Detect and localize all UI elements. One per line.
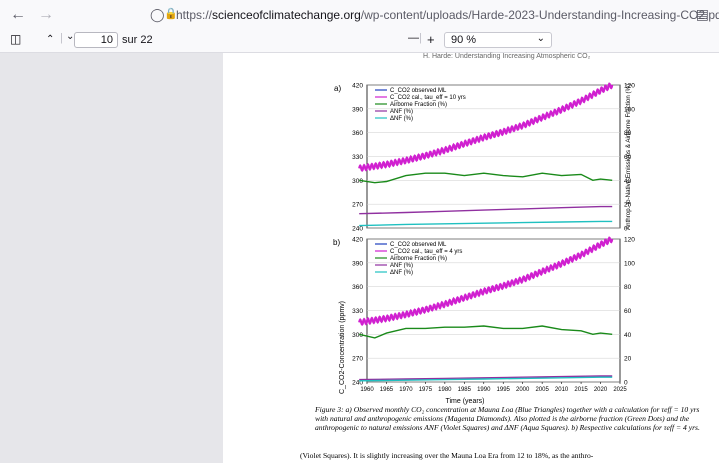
url-prefix: https:// <box>176 8 213 22</box>
y-tick-right: 0 <box>624 226 628 233</box>
series-line <box>359 376 613 382</box>
y-tick-right: 100 <box>624 260 635 267</box>
y-tick-right: 120 <box>624 83 635 90</box>
y-tick-right: 20 <box>624 202 632 209</box>
x-tick-label: 1965 <box>380 387 394 393</box>
browser-toolbar: ← → ◯ 🔒 https://scienceofclimatechange.o… <box>0 0 719 31</box>
y-axis-left-title-a: C_CO2-Concentration (ppmv) <box>339 301 346 394</box>
pdf-toolbar: ◫ ⌃ | ⌄ 10 sur 22 — | + 90 % ⌄ <box>0 30 719 53</box>
y-tick-left: 240 <box>352 380 363 387</box>
page-total-label: sur 22 <box>122 34 153 46</box>
toolbar-separator: | <box>60 32 63 44</box>
y-tick-right: 80 <box>624 284 632 291</box>
x-tick-label: 2020 <box>594 387 608 393</box>
x-tick-label: 1990 <box>477 387 491 393</box>
series-line <box>358 236 614 327</box>
legend-label: C_CO2 cal., tau_eff = 10 yrs <box>390 95 466 101</box>
reader-view-icon[interactable]: ▤ <box>695 6 709 22</box>
x-tick-label: 2005 <box>535 387 549 393</box>
x-tick-label: 1975 <box>419 387 433 393</box>
y-tick-right: 120 <box>624 237 635 244</box>
panel-b-label: b) <box>333 238 340 247</box>
x-tick-label: 2000 <box>516 387 530 393</box>
series-line <box>359 205 613 215</box>
y-axis-right-title-a: Anthrop.-to-Native Emissions & Airborne … <box>625 84 632 230</box>
legend-label: ΔNF (%) <box>390 116 413 122</box>
x-tick-label: 2010 <box>555 387 569 393</box>
x-tick-label: 1970 <box>399 387 413 393</box>
y-tick-left: 240 <box>352 226 363 233</box>
legend-label: ANF (%) <box>390 109 413 115</box>
legend-label: ΔNF (%) <box>390 270 413 276</box>
previous-page-icon[interactable]: ⌃ <box>46 34 55 45</box>
legend-label: Airborne Fraction (%) <box>390 102 447 108</box>
forward-arrow-icon[interactable]: → <box>38 6 54 23</box>
shield-icon[interactable]: ◯ <box>150 7 165 22</box>
y-tick-right: 0 <box>624 380 628 387</box>
y-tick-left: 390 <box>352 260 363 267</box>
running-head: H. Harde: Understanding Increasing Atmos… <box>423 53 591 60</box>
figure-caption: Figure 3: a) Observed monthly CO₂ concen… <box>315 405 700 432</box>
panel-a-label: a) <box>334 84 341 93</box>
y-tick-left: 360 <box>352 130 363 137</box>
series-line <box>358 82 614 173</box>
url-text[interactable]: https://scienceofclimatechange.org/wp-co… <box>176 8 719 22</box>
legend-label: C_CO2 observed ML <box>390 242 447 248</box>
url-domain: scienceofclimatechange.org <box>212 8 361 22</box>
y-tick-left: 330 <box>352 154 363 161</box>
pdf-page <box>223 53 719 463</box>
y-tick-right: 100 <box>624 106 635 113</box>
y-tick-right: 20 <box>624 356 632 363</box>
zoom-value: 90 % <box>451 34 477 46</box>
x-tick-label: 2015 <box>574 387 588 393</box>
y-tick-right: 80 <box>624 130 632 137</box>
y-tick-right: 40 <box>624 178 632 185</box>
y-tick-left: 330 <box>352 308 363 315</box>
series-line <box>359 172 613 184</box>
x-tick-label: 1980 <box>438 387 452 393</box>
y-tick-right: 40 <box>624 332 632 339</box>
y-tick-right: 60 <box>624 308 632 315</box>
body-text: (Violet Squares). It is slightly increas… <box>300 451 594 460</box>
back-arrow-icon[interactable]: ← <box>10 6 26 23</box>
y-tick-left: 420 <box>352 237 363 244</box>
series-line <box>359 325 613 339</box>
lock-icon[interactable]: 🔒 <box>164 8 178 20</box>
zoom-out-button[interactable]: — <box>408 32 419 44</box>
toolbar-separator: | <box>419 32 422 44</box>
chevron-down-icon: ⌄ <box>536 33 545 44</box>
y-tick-left: 420 <box>352 83 363 90</box>
url-path: /wp-content/uploads/Harde-2023-Understan… <box>360 8 719 22</box>
x-tick-label: 1960 <box>360 387 374 393</box>
series-line <box>359 375 613 381</box>
x-tick-label: 1985 <box>458 387 472 393</box>
url-bar[interactable]: ◯ 🔒 https://scienceofclimatechange.org/w… <box>150 4 719 26</box>
y-tick-left: 360 <box>352 284 363 291</box>
legend-label: ANF (%) <box>390 263 413 269</box>
page-number-input[interactable]: 10 <box>74 32 118 48</box>
legend-label: C_CO2 cal., tau_eff = 4 yrs <box>390 249 462 255</box>
y-tick-left: 270 <box>352 356 363 363</box>
x-tick-label: 2025 <box>613 387 627 393</box>
legend-label: C_CO2 observed ML <box>390 88 447 94</box>
next-page-icon[interactable]: ⌄ <box>66 31 75 42</box>
y-tick-left: 390 <box>352 106 363 113</box>
sidebar-toggle-icon[interactable]: ◫ <box>10 32 22 46</box>
y-tick-left: 270 <box>352 202 363 209</box>
zoom-select[interactable]: 90 % ⌄ <box>444 32 552 48</box>
y-tick-left: 300 <box>352 332 363 339</box>
zoom-in-button[interactable]: + <box>427 32 435 47</box>
y-tick-left: 300 <box>352 178 363 185</box>
series-line <box>359 220 613 227</box>
x-tick-label: 1995 <box>497 387 511 393</box>
y-tick-right: 60 <box>624 154 632 161</box>
x-axis-title: Time (years) <box>445 398 484 405</box>
legend-label: Airborne Fraction (%) <box>390 256 447 262</box>
